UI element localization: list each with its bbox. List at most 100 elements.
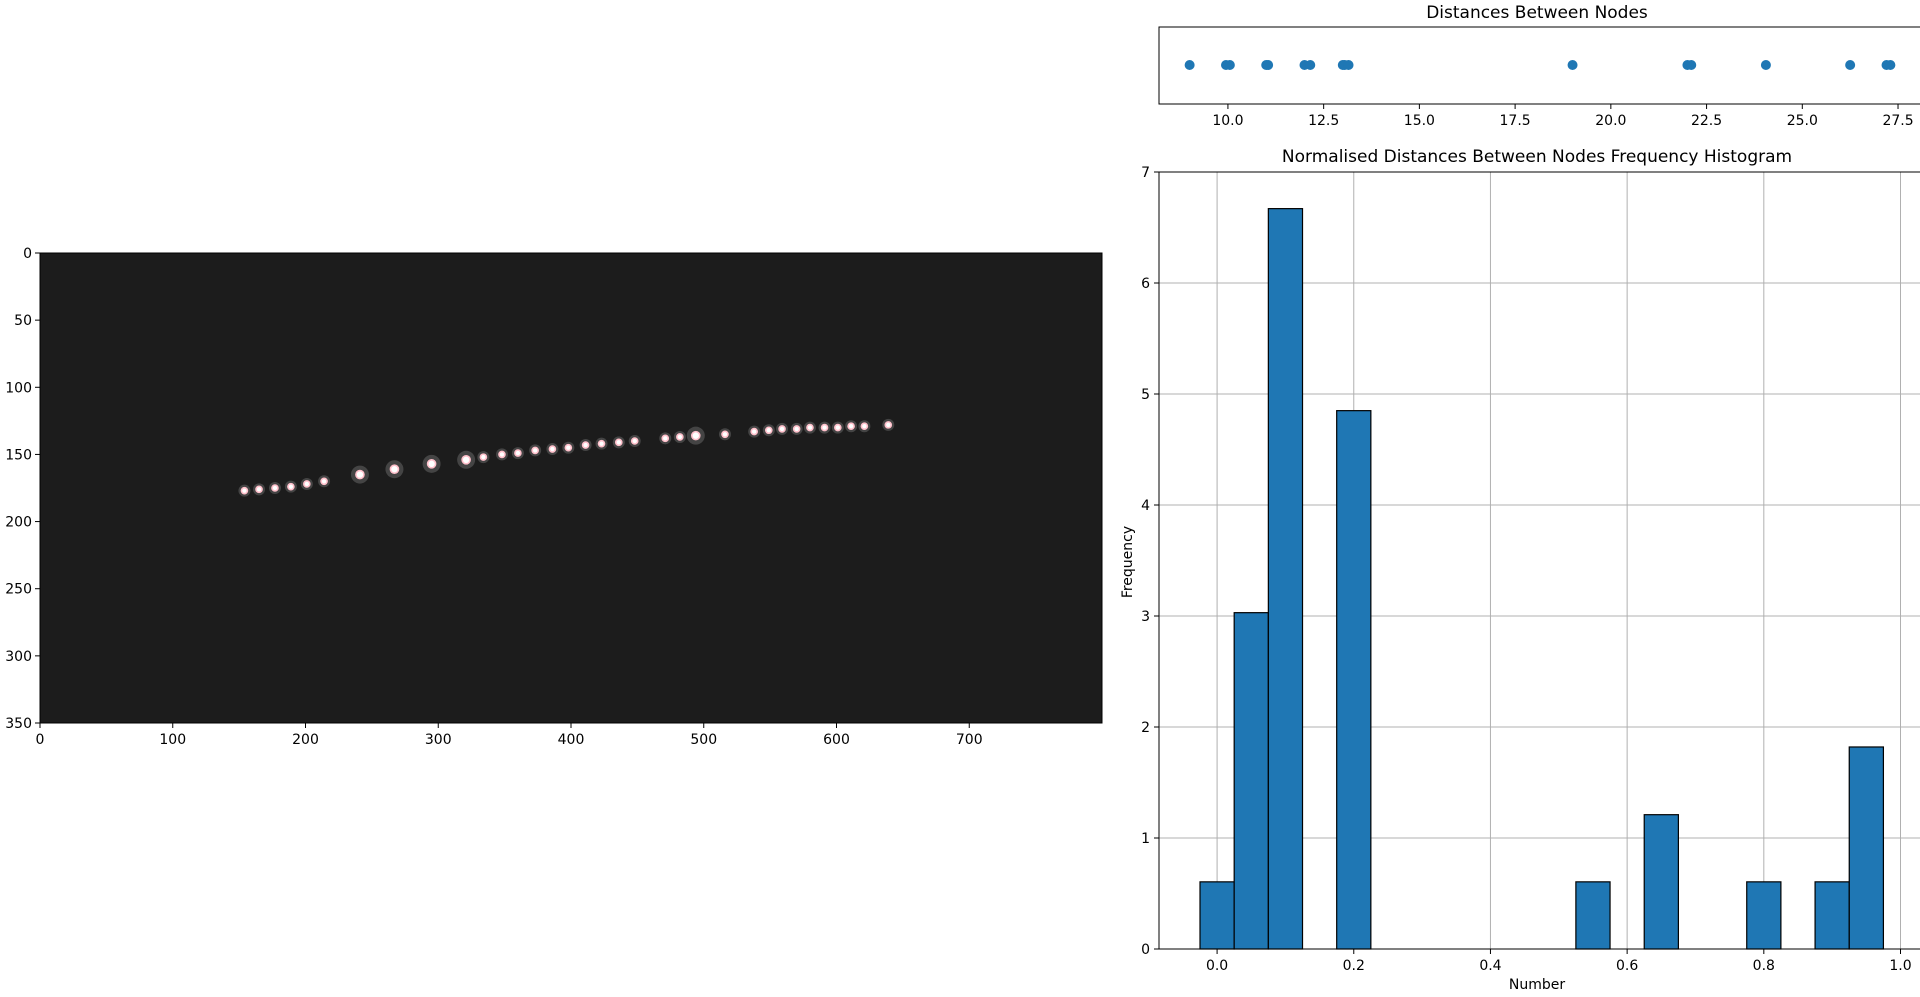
histogram-x-label: Number [1509, 977, 1565, 993]
distances-x-tick-label: 10.0 [1212, 113, 1243, 129]
node-marker [820, 423, 829, 432]
distances-x-ticks: 10.0 12.5 15.0 17.5 20.0 22.5 25.0 27.5 [1212, 104, 1914, 129]
histogram-y-label: Frequency [1120, 526, 1136, 598]
distance-point [1760, 60, 1771, 70]
image-x-tick-label: 700 [956, 732, 983, 748]
histogram-x-tick-label: 0.2 [1343, 958, 1365, 974]
histogram-bar [1814, 881, 1850, 950]
image-x-tick-label: 300 [425, 732, 452, 748]
node-marker [764, 426, 773, 435]
histogram-bar [1336, 410, 1372, 950]
node-marker [860, 422, 869, 431]
histogram-axes-frame [1158, 171, 1920, 950]
node-marker [426, 459, 437, 469]
node-marker [778, 425, 786, 433]
histogram-x-tick-label: 0.4 [1479, 958, 1501, 974]
distance-point [1686, 60, 1697, 70]
image-y-tick-label: 350 [5, 716, 32, 732]
image-x-tick-label: 200 [292, 732, 319, 748]
histogram-panel: Normalised Distances Between Nodes Frequ… [1120, 147, 1920, 993]
node-marker [514, 449, 522, 457]
distance-point [1343, 60, 1354, 70]
histogram-title: Normalised Distances Between Nodes Frequ… [1282, 147, 1792, 167]
distances-axes-frame [1158, 26, 1920, 105]
distances-x-tick-label: 27.5 [1882, 113, 1913, 129]
histogram-x-ticks: 0.0 0.2 0.4 0.6 0.8 1.0 [1206, 949, 1912, 974]
node-marker [581, 441, 590, 449]
distance-point [1263, 60, 1274, 70]
histogram-y-tick-label: 3 [1141, 609, 1150, 625]
distances-x-tick-label: 20.0 [1595, 113, 1626, 129]
histogram-x-tick-label: 0.6 [1616, 958, 1638, 974]
node-marker [614, 438, 623, 447]
image-node-markers [238, 418, 895, 497]
node-marker [676, 433, 684, 441]
distance-point [1305, 60, 1316, 70]
histogram-y-ticks: 0 1 2 3 4 5 6 7 [1141, 165, 1159, 958]
histogram-y-tick-label: 0 [1141, 942, 1150, 958]
histogram-x-tick-label: 0.8 [1753, 958, 1775, 974]
histogram-y-tick-label: 4 [1141, 498, 1150, 514]
image-x-tick-label: 100 [159, 732, 186, 748]
histogram-bar [1267, 208, 1304, 950]
node-marker [531, 446, 539, 455]
node-marker [389, 464, 400, 475]
distances-x-tick-label: 17.5 [1500, 113, 1531, 129]
image-x-tick-label: 500 [690, 732, 717, 748]
node-marker [690, 430, 701, 441]
node-marker [630, 437, 639, 445]
node-marker [806, 423, 814, 432]
node-marker [884, 421, 893, 429]
distance-point [1567, 60, 1578, 70]
distance-point [1845, 60, 1856, 70]
image-x-tick-label: 600 [823, 732, 850, 748]
image-x-ticks: 0 100 200 300 400 500 600 700 [36, 723, 983, 748]
histogram-bar [1848, 746, 1885, 950]
image-y-ticks: 0 50 100 150 200 250 300 350 [5, 246, 40, 732]
histogram-bar [1643, 814, 1679, 950]
image-panel: 0 100 200 300 400 500 600 700 0 50 100 150 200 250 30… [5, 246, 1103, 748]
node-marker [461, 454, 471, 465]
node-marker [479, 453, 488, 461]
histogram-bars [1199, 208, 1885, 950]
node-marker [597, 439, 606, 448]
distances-title: Distances Between Nodes [1426, 3, 1648, 23]
node-marker [792, 425, 801, 433]
distance-points [1184, 60, 1896, 70]
distance-point [1184, 60, 1195, 70]
histogram-y-tick-label: 7 [1141, 165, 1150, 181]
image-y-tick-label: 100 [5, 380, 32, 396]
distance-point [1224, 60, 1235, 70]
node-marker [750, 427, 758, 436]
node-marker [355, 469, 365, 480]
node-marker [564, 443, 573, 452]
node-marker [498, 450, 506, 459]
image-area [40, 253, 1102, 723]
node-marker [834, 423, 842, 432]
histogram-x-tick-label: 0.0 [1206, 958, 1228, 974]
histogram-y-tick-label: 1 [1141, 831, 1150, 847]
node-marker [320, 477, 328, 486]
image-y-tick-label: 200 [5, 515, 32, 531]
image-y-tick-label: 50 [14, 313, 32, 329]
histogram-y-tick-label: 2 [1141, 720, 1150, 736]
image-x-tick-label: 400 [558, 732, 585, 748]
node-marker [847, 422, 855, 431]
histogram-bar [1233, 612, 1269, 950]
image-y-tick-label: 250 [5, 582, 32, 598]
node-marker [721, 430, 729, 439]
image-y-tick-label: 150 [5, 447, 32, 463]
distances-panel: Distances Between Nodes 10.0 12.5 15.0 17.5… [1158, 3, 1920, 129]
image-x-tick-label: 0 [36, 732, 45, 748]
node-marker [287, 482, 295, 491]
node-marker [661, 434, 670, 443]
node-marker [303, 480, 311, 488]
node-marker [255, 485, 263, 494]
histogram-bar [1199, 881, 1235, 950]
node-marker [240, 486, 249, 495]
histogram-bar [1575, 881, 1611, 950]
distances-x-tick-label: 25.0 [1787, 113, 1818, 129]
image-y-tick-label: 300 [5, 649, 32, 665]
histogram-y-tick-label: 6 [1141, 276, 1150, 292]
